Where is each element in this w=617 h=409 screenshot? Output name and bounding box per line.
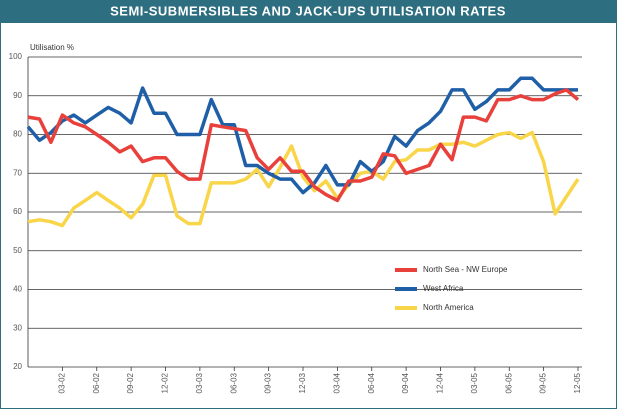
legend-label: North Sea - NW Europe (423, 265, 508, 274)
x-tick-label: 03-05 (470, 372, 479, 393)
x-tick-label: 12-04 (436, 372, 445, 393)
x-tick-label: 03-02 (57, 372, 66, 393)
title-bar (0, 0, 617, 23)
x-tick-label: 09-02 (126, 372, 135, 393)
y-tick-label: 90 (13, 91, 22, 100)
x-tick-label: 12-02 (161, 372, 170, 393)
x-tick-label: 03-04 (332, 372, 341, 393)
y-tick-label: 80 (13, 130, 22, 139)
x-tick-label: 03-03 (195, 372, 204, 393)
y-tick-label: 100 (9, 52, 23, 61)
x-tick-label: 09-04 (401, 372, 410, 393)
y-tick-label: 30 (13, 323, 22, 332)
series-line (26, 76, 578, 195)
x-tick-label: 09-03 (264, 372, 273, 393)
x-tick-label: 06-02 (92, 372, 101, 393)
legend-label: West Africa (423, 284, 464, 293)
x-tick-label: 12-03 (298, 372, 307, 393)
x-tick-label: 06-05 (504, 372, 513, 393)
x-tick-label: 12-05 (573, 372, 582, 393)
y-tick-label: 50 (13, 246, 22, 255)
y-tick-label: 40 (13, 285, 22, 294)
x-tick-label: 06-03 (229, 372, 238, 393)
y-axis-label: Utilisation % (30, 43, 74, 52)
series-line (27, 130, 580, 228)
legend-label: North America (423, 303, 474, 312)
x-tick-label: 06-04 (367, 372, 376, 393)
chart-title: SEMI-SUBMERSIBLES AND JACK-UPS UTILISATI… (110, 3, 506, 18)
series-line (27, 88, 580, 203)
y-tick-label: 70 (13, 168, 22, 177)
y-tick-label: 60 (13, 207, 22, 216)
y-tick-label: 20 (13, 362, 22, 371)
x-tick-label: 09-05 (539, 372, 548, 393)
